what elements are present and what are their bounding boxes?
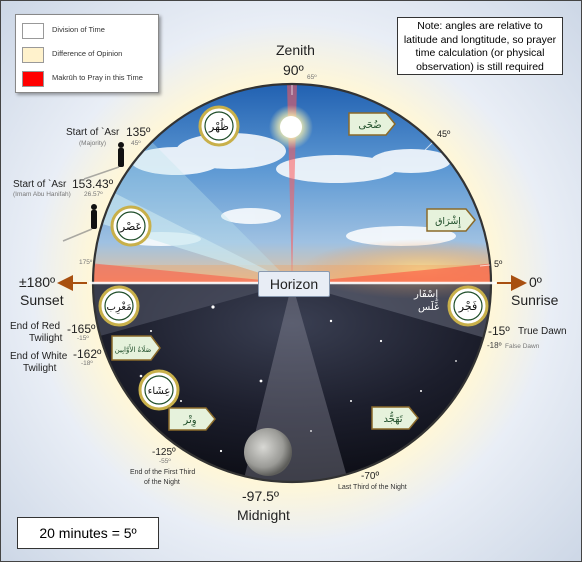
white-twilight-line1: End of White	[10, 351, 68, 362]
legend-swatch-red	[22, 71, 44, 87]
asr-majority-title: Start of `Asr	[66, 127, 120, 138]
ishraq-text: إِشْرَاق	[435, 215, 461, 229]
tahajjud-tag: تَهَجُّد	[371, 406, 419, 430]
legend-label: Division of Time	[52, 25, 105, 34]
white-twilight-sub-angle: -18º	[81, 360, 93, 367]
red-twilight-sub-angle: -15º	[77, 335, 89, 342]
asr-majority-angle: 135º	[126, 125, 151, 139]
note-box: Note: angles are relative to latitude an…	[397, 17, 563, 75]
legend-label: Difference of Opinion	[52, 49, 123, 58]
duha-text: ضُحَى	[358, 120, 381, 131]
awwabin-text: صَلَاةُ الأَوَّابِين	[115, 344, 152, 354]
maghrib-text: مَغْرِب	[106, 301, 131, 314]
legend-swatch-white	[22, 23, 44, 39]
midnight-label: Midnight	[237, 507, 290, 523]
maghrib-badge: مَغْرِب	[98, 285, 140, 327]
asr-hanifah-title: Start of `Asr	[13, 179, 67, 190]
note-line: latitude and longtitude, so prayer	[403, 33, 557, 46]
legend-item-division: Division of Time	[22, 23, 156, 39]
scale-note: 20 minutes = 5º	[17, 517, 159, 549]
sunrise-label: Sunrise	[511, 292, 559, 308]
awwabin-tag: صَلَاةُ الأَوَّابِين	[111, 335, 161, 361]
asr-text: عَصْر	[119, 220, 142, 233]
note-line: observation) is still required	[416, 60, 544, 73]
last-third-angle: -70º	[361, 471, 380, 482]
dhuhr-text: ظُهْر	[208, 118, 229, 133]
isfar-label: إِسْفَار	[414, 289, 439, 300]
angle-175: 175º	[79, 259, 93, 266]
witr-tag: وِتْر	[168, 407, 216, 431]
midnight-angle: -97.5º	[242, 488, 280, 504]
angle-45: 45º	[437, 129, 451, 139]
red-twilight-line2: Twilight	[29, 333, 63, 344]
zenith-sub-angle: 65º	[307, 74, 317, 81]
tahajjud-text: تَهَجُّد	[383, 411, 402, 425]
isha-badge: عِشَاء	[138, 369, 180, 411]
fajr-text: فَجْر	[458, 300, 477, 313]
asr-hanifah-sub-angle: 26.57º	[84, 191, 103, 198]
legend-label: Makrūh to Pray in this Time	[52, 73, 143, 82]
first-third-sub-angle: -55º	[159, 458, 171, 465]
false-dawn-label: False Dawn	[505, 343, 540, 350]
ghalas-label: غَلَس	[418, 302, 440, 313]
note-line: time calculation (or physical	[415, 47, 545, 59]
legend-item-opinion: Difference of Opinion	[22, 47, 156, 63]
asr-badge: عَصْر	[110, 205, 152, 247]
sunset-angle: ±180º	[19, 274, 56, 290]
last-third-label: Last Third of the Night	[338, 484, 407, 491]
duha-tag: ضُحَى	[348, 112, 396, 136]
asr-hanifah-angle: 153.43º	[72, 177, 114, 191]
asr-hanifah-sub: (Imam Abu Hanifah)	[13, 191, 71, 198]
legend: Division of Time Difference of Opinion M…	[15, 14, 159, 93]
sunset-label: Sunset	[20, 292, 64, 308]
ishraq-tag: إِشْرَاق	[426, 208, 476, 232]
first-third-line1: End of the First Third	[130, 469, 196, 476]
horizon-label: Horizon	[258, 271, 330, 297]
red-twilight-line1: End of Red	[10, 321, 61, 332]
zenith-angle: 90º	[283, 62, 304, 78]
false-dawn-angle: -18º	[487, 341, 502, 350]
first-third-line2: of the Night	[144, 479, 180, 486]
asr-majority-sub: (Majority)	[79, 140, 107, 147]
true-dawn-label: True Dawn	[518, 326, 567, 337]
note-line: Note: angles are relative to	[417, 20, 543, 32]
white-twilight-line2: Twilight	[23, 363, 57, 374]
fajr-badge: فَجْر	[447, 285, 489, 327]
dhuhr-badge: ظُهْر	[198, 105, 240, 147]
legend-swatch-cream	[22, 47, 44, 63]
zenith-title: Zenith	[276, 42, 315, 58]
asr-majority-sub-angle: 45º	[131, 140, 141, 147]
first-third-angle: -125º	[152, 447, 176, 458]
sunrise-angle: 0º	[529, 274, 542, 290]
white-twilight-angle: -162º	[73, 347, 102, 361]
angle-5: 5º	[494, 259, 503, 269]
red-twilight-angle: -165º	[67, 322, 96, 336]
witr-text: وِتْر	[182, 415, 196, 428]
true-dawn-angle: -15º	[488, 324, 510, 338]
legend-item-makruh: Makrūh to Pray in this Time	[22, 71, 156, 87]
isha-text: عِشَاء	[148, 386, 171, 397]
